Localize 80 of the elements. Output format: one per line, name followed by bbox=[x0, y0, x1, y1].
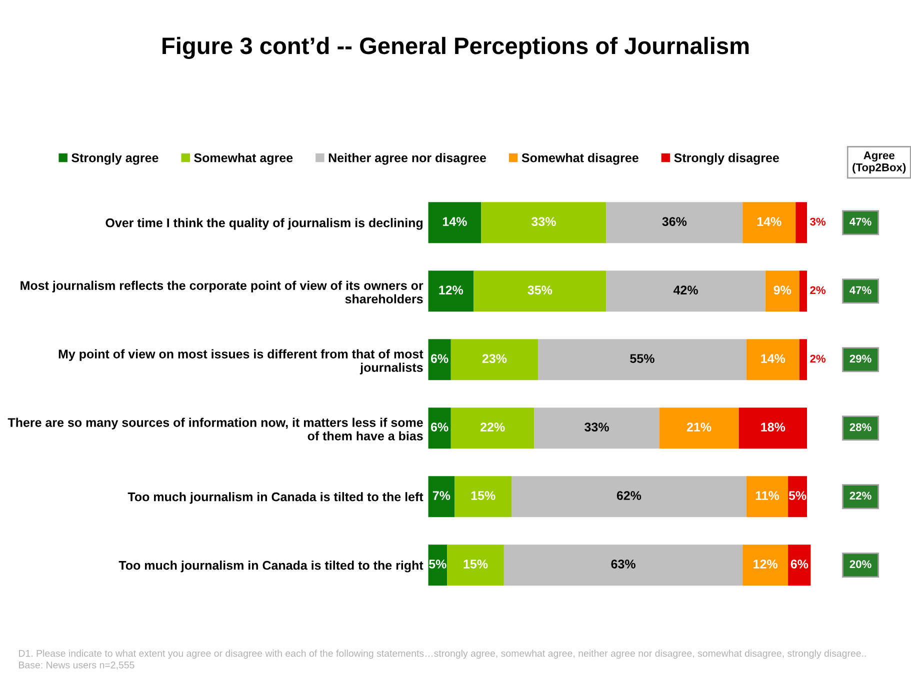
data-label: 6% bbox=[430, 422, 448, 432]
bar bbox=[799, 339, 807, 380]
bar bbox=[746, 339, 800, 380]
bar bbox=[534, 408, 660, 449]
bar bbox=[742, 544, 788, 586]
y-tick-label: Too much journalism in Canada is tilted to the left bbox=[128, 492, 424, 504]
data-label: 5% bbox=[428, 560, 446, 568]
bar bbox=[450, 408, 534, 449]
bar bbox=[481, 202, 606, 244]
data-label: 62% bbox=[616, 491, 642, 500]
legend-label: Strongly agree bbox=[72, 153, 158, 165]
data-label: 18% bbox=[761, 422, 786, 432]
y-tick-label: My point of view on most issues is different from that of most journalists bbox=[58, 349, 424, 374]
data-label: 11% bbox=[756, 491, 780, 500]
data-label: 42% bbox=[673, 286, 698, 294]
text: 47% bbox=[850, 218, 872, 226]
data-label: 2% bbox=[810, 286, 826, 294]
bar bbox=[454, 476, 512, 518]
data-label: 14% bbox=[442, 217, 467, 226]
data-label: 9% bbox=[774, 286, 792, 294]
bar bbox=[512, 476, 746, 518]
data-label: 6% bbox=[790, 560, 808, 568]
text: Agree (Top2Box) bbox=[852, 152, 906, 174]
y-tick-label: Most journalism reflects the corporate point of view of its owners or shareholders bbox=[20, 280, 424, 304]
y-tick-label: Over time I think the quality of journalism is declining bbox=[106, 218, 422, 230]
data-label: 55% bbox=[630, 354, 654, 363]
text: 22% bbox=[850, 492, 872, 500]
data-label: 2% bbox=[810, 354, 826, 363]
data-label: 14% bbox=[757, 217, 782, 226]
data-label: 33% bbox=[584, 422, 609, 432]
data-label: 21% bbox=[686, 422, 712, 432]
bar bbox=[450, 339, 538, 380]
bar bbox=[474, 270, 606, 312]
text: 47% bbox=[850, 286, 872, 294]
data-label: 33% bbox=[531, 217, 556, 226]
legend-label: Neither agree nor disagree bbox=[328, 153, 486, 165]
legend-label: Somewhat disagree bbox=[522, 153, 638, 165]
data-label: 12% bbox=[439, 286, 464, 294]
bar bbox=[788, 544, 811, 586]
data-label: 6% bbox=[430, 354, 448, 363]
bar bbox=[606, 202, 743, 244]
data-label: 5% bbox=[788, 491, 806, 500]
bar bbox=[799, 270, 807, 312]
data-label: 35% bbox=[528, 286, 552, 294]
bar bbox=[428, 476, 455, 518]
data-label: 14% bbox=[761, 354, 786, 363]
bar bbox=[538, 339, 746, 380]
bar bbox=[606, 270, 766, 312]
data-label: 3% bbox=[810, 218, 826, 226]
text: 20% bbox=[850, 560, 872, 568]
data-label: 22% bbox=[480, 422, 505, 432]
bar bbox=[796, 202, 807, 244]
legend-label: Strongly disagree bbox=[674, 153, 779, 165]
bar bbox=[746, 476, 788, 518]
text: Base: News users n=2,555 bbox=[19, 662, 134, 670]
text: D1. Please indicate to what extent you agree or disagree with each of the following statements…strongly agree, somewhat agree, neither agree nor disagree, somewhat disagree, strongly disagree.. bbox=[19, 650, 866, 659]
data-label: 7% bbox=[432, 491, 450, 500]
data-label: 63% bbox=[611, 560, 636, 568]
bar bbox=[788, 476, 807, 518]
bar bbox=[742, 202, 796, 244]
bar bbox=[447, 544, 504, 586]
data-label: 15% bbox=[464, 560, 488, 568]
bar bbox=[428, 270, 474, 312]
y-tick-label: Too much journalism in Canada is tilted to the right bbox=[118, 560, 424, 572]
bar bbox=[428, 339, 451, 380]
data-label: 12% bbox=[754, 560, 778, 568]
data-label: 23% bbox=[482, 354, 507, 363]
bar bbox=[428, 408, 451, 449]
data-label: 36% bbox=[662, 217, 687, 226]
bar bbox=[738, 408, 807, 449]
bar bbox=[428, 202, 482, 244]
text: 29% bbox=[850, 354, 872, 363]
y-tick-label: There are so many sources of information now, it matters less if some of them have a bias bbox=[8, 418, 423, 440]
chart-title: Figure 3 cont’d -- General Perceptions of Journalism bbox=[162, 36, 749, 60]
bar bbox=[659, 408, 739, 449]
text: 28% bbox=[850, 423, 872, 432]
legend-label: Somewhat agree bbox=[194, 153, 293, 165]
bar bbox=[765, 270, 800, 312]
data-label: 15% bbox=[471, 491, 496, 500]
bar bbox=[504, 544, 743, 586]
